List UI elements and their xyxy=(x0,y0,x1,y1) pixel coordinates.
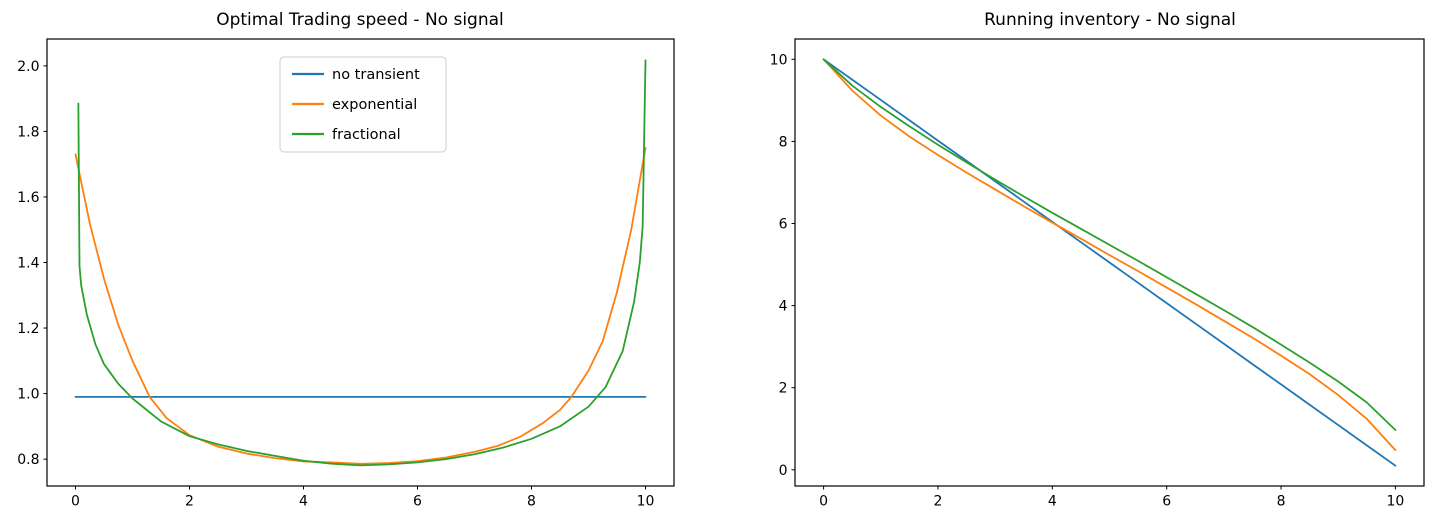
right-series-fractional xyxy=(822,58,1397,431)
right-y-tick-label: 4 xyxy=(779,299,788,315)
legend-label-no-transient: no transient xyxy=(332,67,420,83)
left-y-tick-label: 1.6 xyxy=(17,190,39,206)
left-y-tick-label: 1.0 xyxy=(17,387,39,403)
left-y-tick-label: 2.0 xyxy=(17,59,39,75)
right-y-tick-label: 6 xyxy=(779,217,788,233)
left-x-tick-label: 2 xyxy=(185,494,194,510)
left-y-tick-label: 0.8 xyxy=(17,452,39,468)
right-plot: 0 2 4 6 8 10 0 2 4 6 8 10 xyxy=(770,38,1425,510)
right-y-tick-label: 2 xyxy=(779,381,788,397)
left-x-tick-label: 0 xyxy=(71,494,80,510)
right-plot-series xyxy=(822,58,1397,467)
left-y-tick-label: 1.2 xyxy=(17,321,39,337)
left-legend: no transient exponential fractional xyxy=(279,56,447,153)
legend-label-exponential: exponential xyxy=(332,97,417,113)
right-x-tick-label: 8 xyxy=(1277,494,1286,510)
left-y-tick-label: 1.4 xyxy=(17,256,39,272)
right-x-tick-label: 10 xyxy=(1386,494,1404,510)
left-plot: 0 2 4 6 8 10 0.8 1.0 1.2 1.4 1.6 1.8 2.0 no transient… xyxy=(17,38,675,510)
left-plot-title: Optimal Trading speed - No signal xyxy=(216,10,504,30)
left-x-tick-label: 8 xyxy=(527,494,536,510)
right-y-tick-label: 8 xyxy=(779,134,788,150)
left-x-tick-label: 10 xyxy=(637,494,655,510)
left-plot-series xyxy=(74,59,647,467)
right-y-tick-label: 10 xyxy=(770,52,788,68)
right-x-tick-label: 2 xyxy=(933,494,942,510)
left-series-fractional xyxy=(77,59,647,467)
right-plot-title: Running inventory - No signal xyxy=(984,10,1236,30)
right-series-no-transient xyxy=(822,58,1397,467)
legend-label-fractional: fractional xyxy=(332,127,401,143)
left-axes-box xyxy=(46,38,675,487)
left-x-tick-label: 6 xyxy=(413,494,422,510)
left-y-tick-label: 1.8 xyxy=(17,124,39,140)
legend-box xyxy=(279,56,447,153)
right-x-tick-label: 6 xyxy=(1162,494,1171,510)
left-series-exponential xyxy=(74,146,647,465)
right-y-tick-label: 0 xyxy=(779,463,788,479)
right-x-tick-label: 0 xyxy=(819,494,828,510)
left-x-tick-label: 4 xyxy=(299,494,308,510)
right-series-exponential xyxy=(822,58,1397,451)
right-x-tick-label: 4 xyxy=(1048,494,1057,510)
right-axes-box xyxy=(794,38,1425,487)
